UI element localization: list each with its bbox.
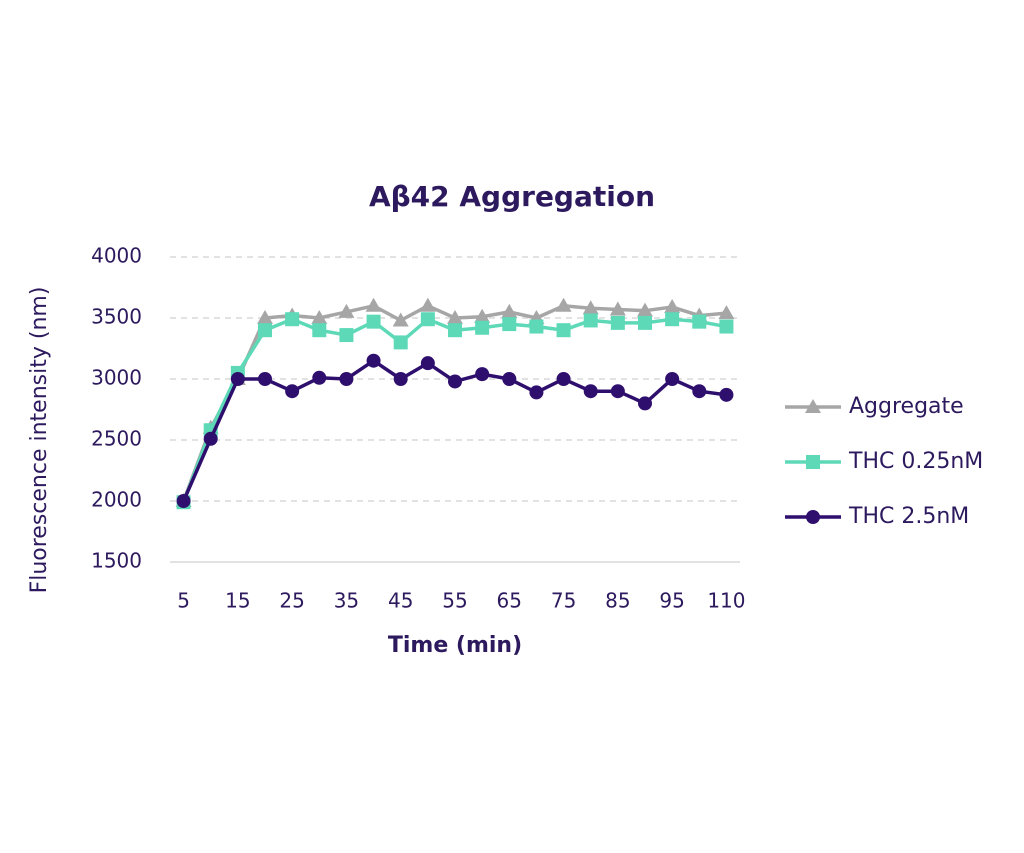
marker bbox=[609, 301, 626, 316]
marker bbox=[556, 323, 571, 338]
marker bbox=[285, 312, 300, 327]
marker bbox=[529, 319, 544, 334]
marker bbox=[638, 396, 652, 411]
marker bbox=[665, 312, 680, 327]
marker bbox=[419, 297, 436, 312]
marker bbox=[339, 328, 354, 343]
x-tick-label: 15 bbox=[225, 589, 250, 613]
x-tick-label: 45 bbox=[388, 589, 413, 613]
marker bbox=[806, 510, 820, 524]
marker bbox=[556, 372, 571, 386]
marker bbox=[420, 356, 435, 371]
marker bbox=[257, 310, 273, 324]
marker bbox=[583, 384, 598, 399]
y-tick-label: 3500 bbox=[91, 305, 142, 329]
y-axis-label: Fluorescence intensity (nm) bbox=[27, 287, 52, 594]
marker bbox=[230, 372, 245, 386]
x-tick-label: 35 bbox=[334, 589, 359, 613]
x-tick-label: 75 bbox=[551, 589, 576, 613]
y-tick-label: 4000 bbox=[91, 244, 142, 268]
x-tick-label: 5 bbox=[177, 589, 190, 613]
marker bbox=[448, 323, 462, 338]
marker bbox=[665, 372, 680, 386]
marker bbox=[475, 320, 490, 335]
marker bbox=[529, 385, 544, 400]
marker bbox=[583, 313, 598, 328]
marker bbox=[719, 387, 734, 402]
marker bbox=[366, 314, 381, 329]
marker bbox=[692, 314, 707, 329]
marker bbox=[447, 310, 463, 324]
legend-label: THC 2.5nM bbox=[848, 504, 969, 529]
marker bbox=[502, 317, 517, 332]
marker bbox=[805, 399, 821, 413]
marker bbox=[365, 297, 382, 312]
marker bbox=[258, 323, 272, 338]
legend-label: THC 0.25nM bbox=[848, 449, 983, 474]
marker bbox=[311, 310, 328, 324]
x-tick-label: 95 bbox=[659, 589, 684, 613]
chart-title: Aβ42 Aggregation bbox=[369, 180, 655, 213]
marker bbox=[692, 384, 707, 399]
x-tick-label: 110 bbox=[707, 589, 745, 613]
x-tick-label: 55 bbox=[442, 589, 467, 613]
marker bbox=[610, 384, 625, 399]
marker bbox=[393, 335, 408, 350]
marker bbox=[637, 302, 653, 317]
marker bbox=[420, 312, 435, 327]
marker bbox=[610, 315, 625, 330]
marker bbox=[719, 319, 734, 334]
marker bbox=[555, 297, 572, 312]
y-tick-label: 2500 bbox=[91, 427, 142, 451]
marker bbox=[338, 303, 355, 318]
marker bbox=[638, 315, 652, 330]
marker bbox=[203, 431, 218, 446]
marker bbox=[475, 367, 490, 382]
marker bbox=[664, 299, 681, 314]
marker bbox=[582, 300, 599, 315]
marker bbox=[285, 384, 300, 399]
marker bbox=[501, 303, 518, 318]
series-line bbox=[181, 317, 727, 503]
marker bbox=[176, 494, 191, 508]
marker bbox=[474, 308, 491, 323]
marker bbox=[258, 372, 272, 386]
marker bbox=[806, 455, 820, 469]
x-tick-label: 25 bbox=[279, 589, 304, 613]
marker bbox=[366, 353, 381, 368]
legend-label: Aggregate bbox=[849, 394, 964, 419]
marker bbox=[312, 370, 327, 385]
marker bbox=[312, 323, 327, 338]
marker bbox=[392, 312, 409, 327]
marker bbox=[339, 372, 354, 386]
y-tick-label: 1500 bbox=[91, 549, 142, 573]
x-tick-label: 65 bbox=[497, 589, 522, 613]
x-axis-label: Time (min) bbox=[388, 633, 522, 658]
marker bbox=[718, 305, 735, 320]
y-tick-label: 2000 bbox=[91, 488, 142, 512]
marker bbox=[502, 372, 517, 386]
x-tick-label: 85 bbox=[605, 589, 630, 613]
marker bbox=[393, 372, 408, 386]
y-tick-label: 3000 bbox=[91, 366, 142, 390]
marker bbox=[448, 374, 462, 389]
